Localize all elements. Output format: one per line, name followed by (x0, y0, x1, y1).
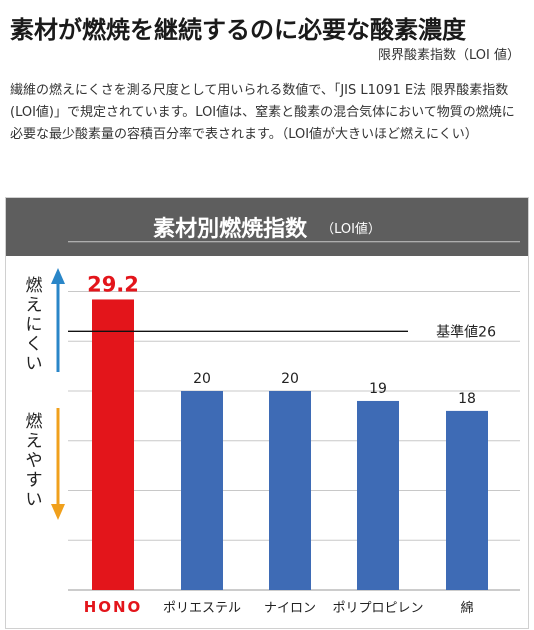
bar (181, 391, 223, 590)
data-label: 18 (458, 391, 476, 407)
data-label: 20 (281, 371, 299, 387)
bar (446, 410, 488, 590)
chart-title-note: （LOI値） (321, 221, 381, 237)
data-label: 20 (193, 371, 211, 387)
category-label: 綿 (460, 601, 473, 616)
reference-line-label: 基準値26 (436, 323, 496, 340)
arrow-label-down: 燃えやすい (26, 412, 43, 510)
arrow-label-up: 燃えにくい (26, 276, 43, 374)
description-text: 繊維の燃えにくさを測る尺度として用いられる数値で、「JIS L1091 E法 限… (10, 83, 515, 142)
chart-title: 素材別燃焼指数 (153, 217, 308, 242)
up-arrow-head-icon (51, 268, 65, 284)
data-label: 19 (369, 381, 387, 397)
category-label: ナイロン (264, 601, 316, 616)
bar (269, 391, 311, 590)
bar (357, 400, 399, 590)
bar (92, 299, 134, 590)
page-subtitle: 限界酸素指数（LOI 値） (378, 48, 520, 63)
category-label: ポリエステル (163, 601, 241, 616)
page-title: 素材が燃焼を継続するのに必要な酸素濃度 (10, 16, 466, 44)
down-arrow-head-icon (51, 504, 65, 520)
chart-header: 素材別燃焼指数 （LOI値） (6, 198, 528, 256)
brand-logo-label: HONO (84, 598, 143, 616)
data-label: 29.2 (87, 272, 139, 296)
category-label: ポリプロピレン (332, 601, 423, 616)
